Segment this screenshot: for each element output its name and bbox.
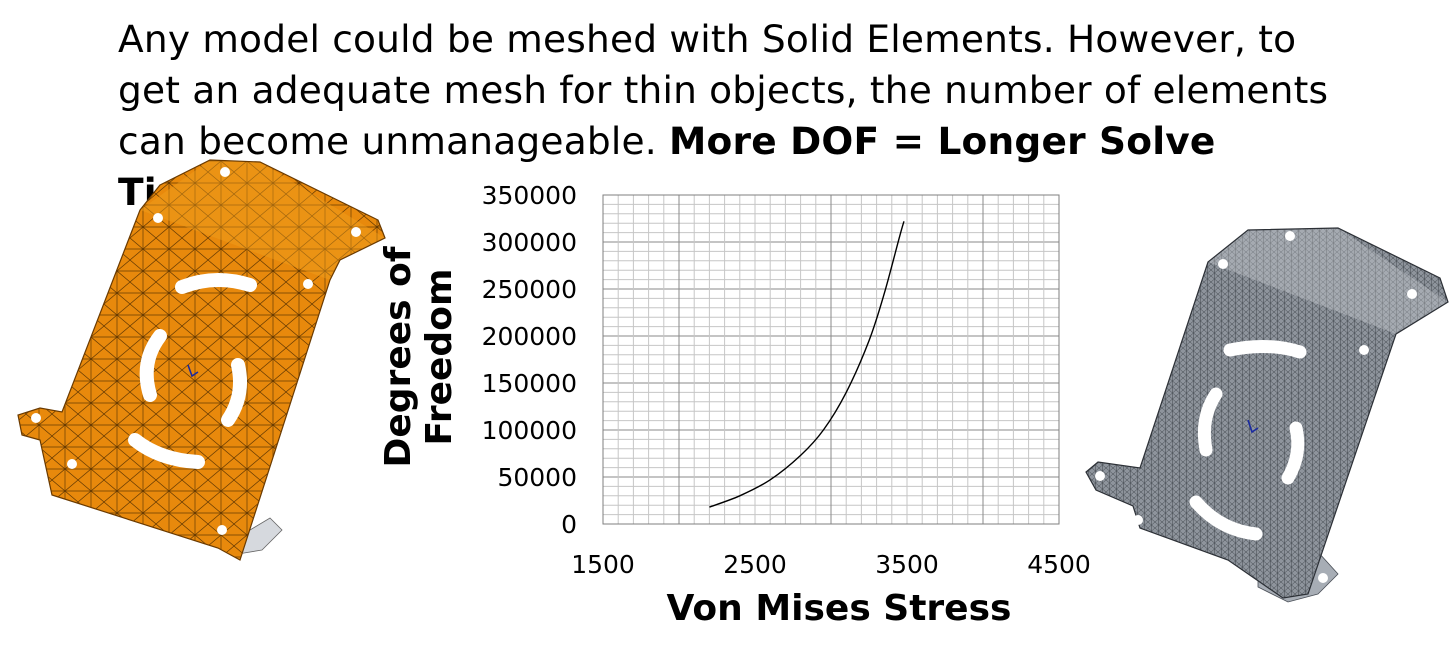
x-tick-label: 2500 (723, 550, 787, 579)
y-tick-label: 350000 (482, 181, 577, 210)
y-tick-label: 300000 (482, 228, 577, 257)
x-tick-label: 1500 (571, 550, 635, 579)
svg-text:Degrees of: Degrees of (378, 246, 419, 467)
x-axis-label: Von Mises Stress (667, 588, 1012, 629)
chart-grid (602, 194, 1060, 525)
x-tick-label: 4500 (1027, 550, 1091, 579)
y-tick-label: 50000 (497, 463, 577, 492)
headline-line-3-text: can become unmanageable. (118, 119, 657, 163)
svg-text:Freedom: Freedom (419, 269, 460, 446)
plot-area (602, 194, 1060, 525)
y-tick-label: 100000 (482, 416, 577, 445)
y-tick-labels: 0 50000 100000 150000 200000 250000 300000 3500… (482, 181, 577, 539)
fine-mesh-bracket-icon (1085, 227, 1449, 603)
x-tick-label: 3500 (875, 550, 939, 579)
headline-line-1: Any model could be meshed with Solid Ele… (118, 17, 1297, 61)
headline-line-2: get an adequate mesh for thin objects, t… (118, 68, 1329, 112)
y-axis-label: Degrees of Freedom (378, 246, 460, 467)
y-tick-label: 250000 (482, 275, 577, 304)
coarse-mesh-bracket-icon (17, 159, 386, 561)
y-tick-label: 150000 (482, 369, 577, 398)
x-tick-labels: 1500 2500 3500 4500 (571, 550, 1091, 579)
dof-vs-stress-chart: 0 50000 100000 150000 200000 250000 300000 3500… (378, 181, 1091, 629)
y-tick-label: 0 (561, 510, 577, 539)
y-tick-label: 200000 (482, 322, 577, 351)
series-line (709, 221, 905, 508)
